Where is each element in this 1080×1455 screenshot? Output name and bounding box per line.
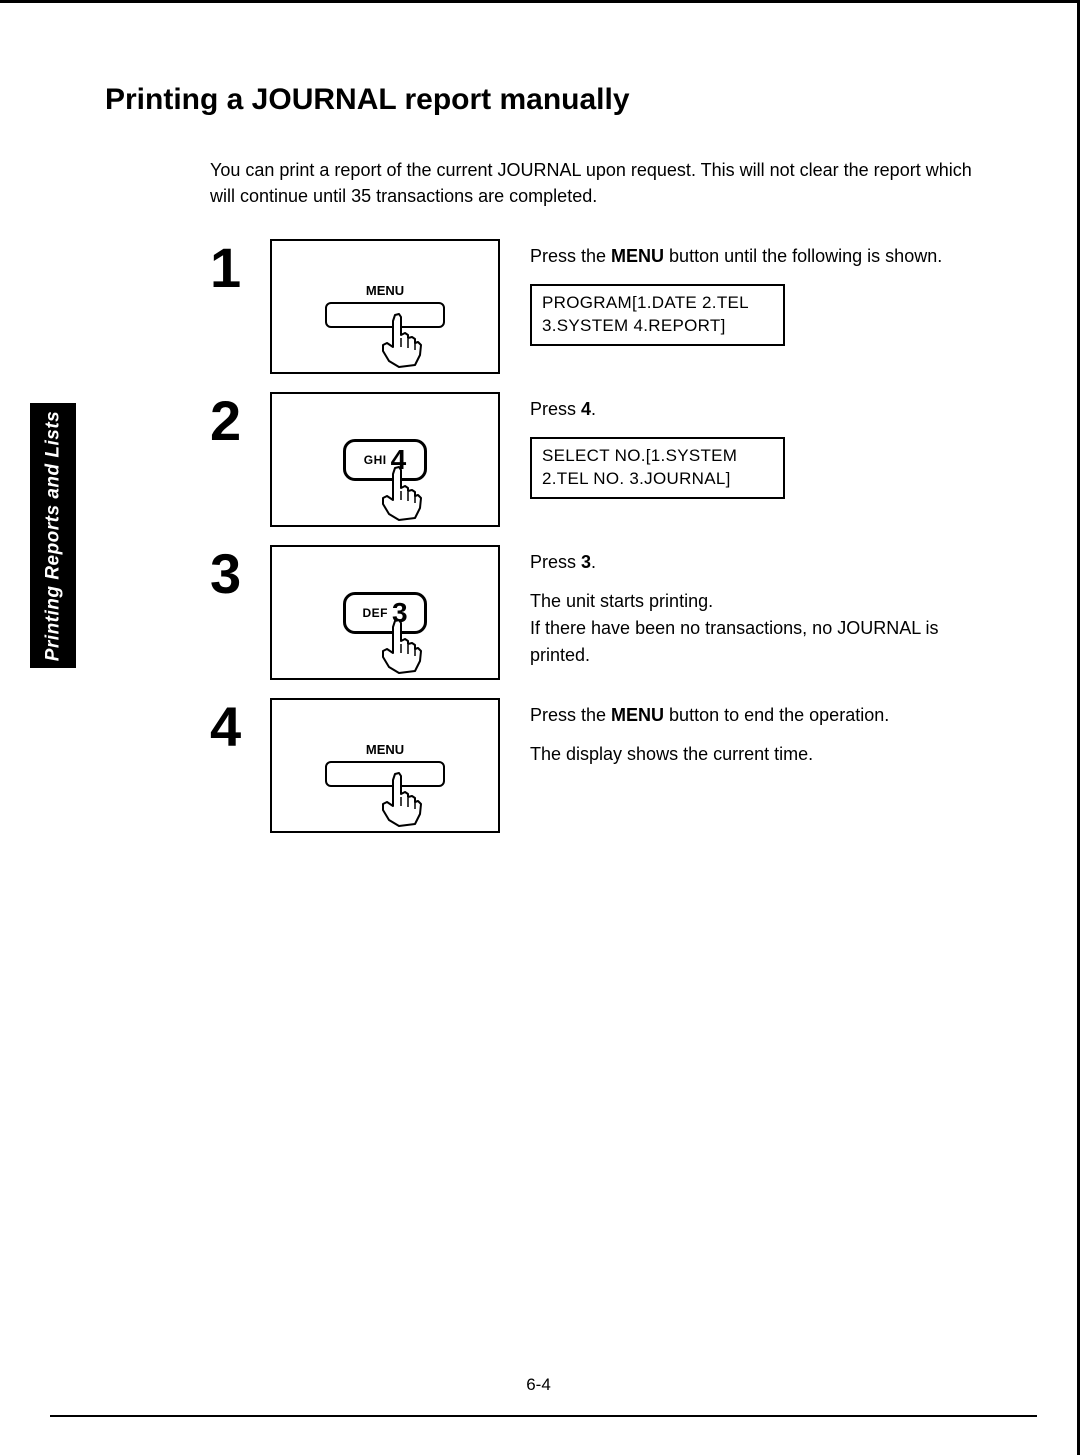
step: 3 DEF 3 Press 3. The unit starts printing… [210, 545, 987, 680]
step-instruction: Press the MENU button to end the operati… [530, 702, 987, 729]
step-instruction: Press the MENU button until the followin… [530, 243, 987, 270]
page: Printing a JOURNAL report manually You c… [0, 0, 1080, 1455]
hand-icon [375, 311, 425, 369]
footer-rule [50, 1415, 1037, 1417]
hand-icon [375, 617, 425, 675]
menu-button-label: MENU [366, 283, 404, 298]
step-instruction: Press 3. [530, 549, 987, 576]
step-description: Press the MENU button until the followin… [530, 239, 987, 346]
lcd-display: PROGRAM[1.DATE 2.TEL3.SYSTEM 4.REPORT] [530, 284, 785, 346]
step-number: 4 [210, 698, 270, 752]
step-illustration: GHI 4 [270, 392, 500, 527]
step-illustration: MENU [270, 239, 500, 374]
step: 4 MENU Press the MENU button to end the o… [210, 698, 987, 833]
hand-icon [375, 464, 425, 522]
step-illustration: MENU [270, 698, 500, 833]
page-number: 6-4 [0, 1375, 1077, 1395]
intro-text: You can print a report of the current JO… [210, 157, 987, 209]
side-tab: Printing Reports and Lists [30, 403, 76, 668]
side-tab-label: Printing Reports and Lists [42, 410, 64, 661]
step-description: Press 3. The unit starts printing.If ther… [530, 545, 987, 679]
step-number: 3 [210, 545, 270, 599]
step-instruction: Press 4. [530, 396, 987, 423]
step-extra-text: The unit starts printing.If there have b… [530, 588, 987, 669]
lcd-display: SELECT NO.[1.SYSTEM2.TEL NO. 3.JOURNAL] [530, 437, 785, 499]
menu-button-label: MENU [366, 742, 404, 757]
step-description: Press 4. SELECT NO.[1.SYSTEM2.TEL NO. 3.J… [530, 392, 987, 499]
step-extra-text: The display shows the current time. [530, 741, 987, 768]
page-title: Printing a JOURNAL report manually [105, 83, 1047, 117]
hand-icon [375, 770, 425, 828]
step-number: 1 [210, 239, 270, 293]
step: 1 MENU Press the MENU button until the fo… [210, 239, 987, 374]
step: 2 GHI 4 Press 4. SELECT NO.[1.SYSTEM2.TEL… [210, 392, 987, 527]
step-number: 2 [210, 392, 270, 446]
steps-container: 1 MENU Press the MENU button until the fo… [210, 239, 987, 833]
step-description: Press the MENU button to end the operati… [530, 698, 987, 778]
step-illustration: DEF 3 [270, 545, 500, 680]
